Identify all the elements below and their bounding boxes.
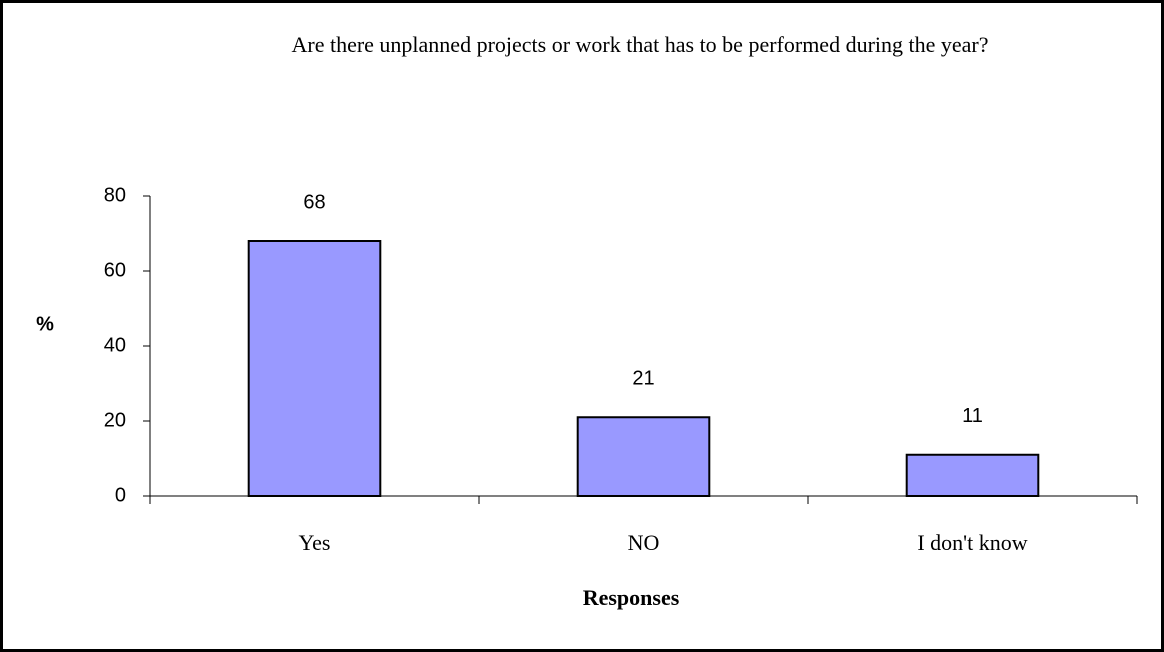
- bar: [247, 240, 382, 497]
- chart-title: Are there unplanned projects or work tha…: [291, 32, 988, 57]
- x-axis-label: Responses: [583, 585, 680, 610]
- data-label: 21: [632, 368, 654, 390]
- x-tick-label: NO: [628, 530, 660, 555]
- x-tick-label: I don't know: [917, 530, 1027, 555]
- y-tick-label: 20: [104, 409, 126, 431]
- bar: [576, 416, 711, 497]
- data-label: 11: [962, 405, 983, 427]
- x-tick-label: Yes: [298, 530, 330, 555]
- y-tick-label: 80: [104, 184, 126, 206]
- y-tick-label: 40: [104, 334, 126, 356]
- y-axis-label: %: [36, 313, 54, 335]
- y-tick-label: 60: [104, 259, 126, 281]
- y-tick-label: 0: [115, 484, 126, 506]
- bar: [905, 453, 1040, 497]
- data-label: 68: [303, 191, 325, 213]
